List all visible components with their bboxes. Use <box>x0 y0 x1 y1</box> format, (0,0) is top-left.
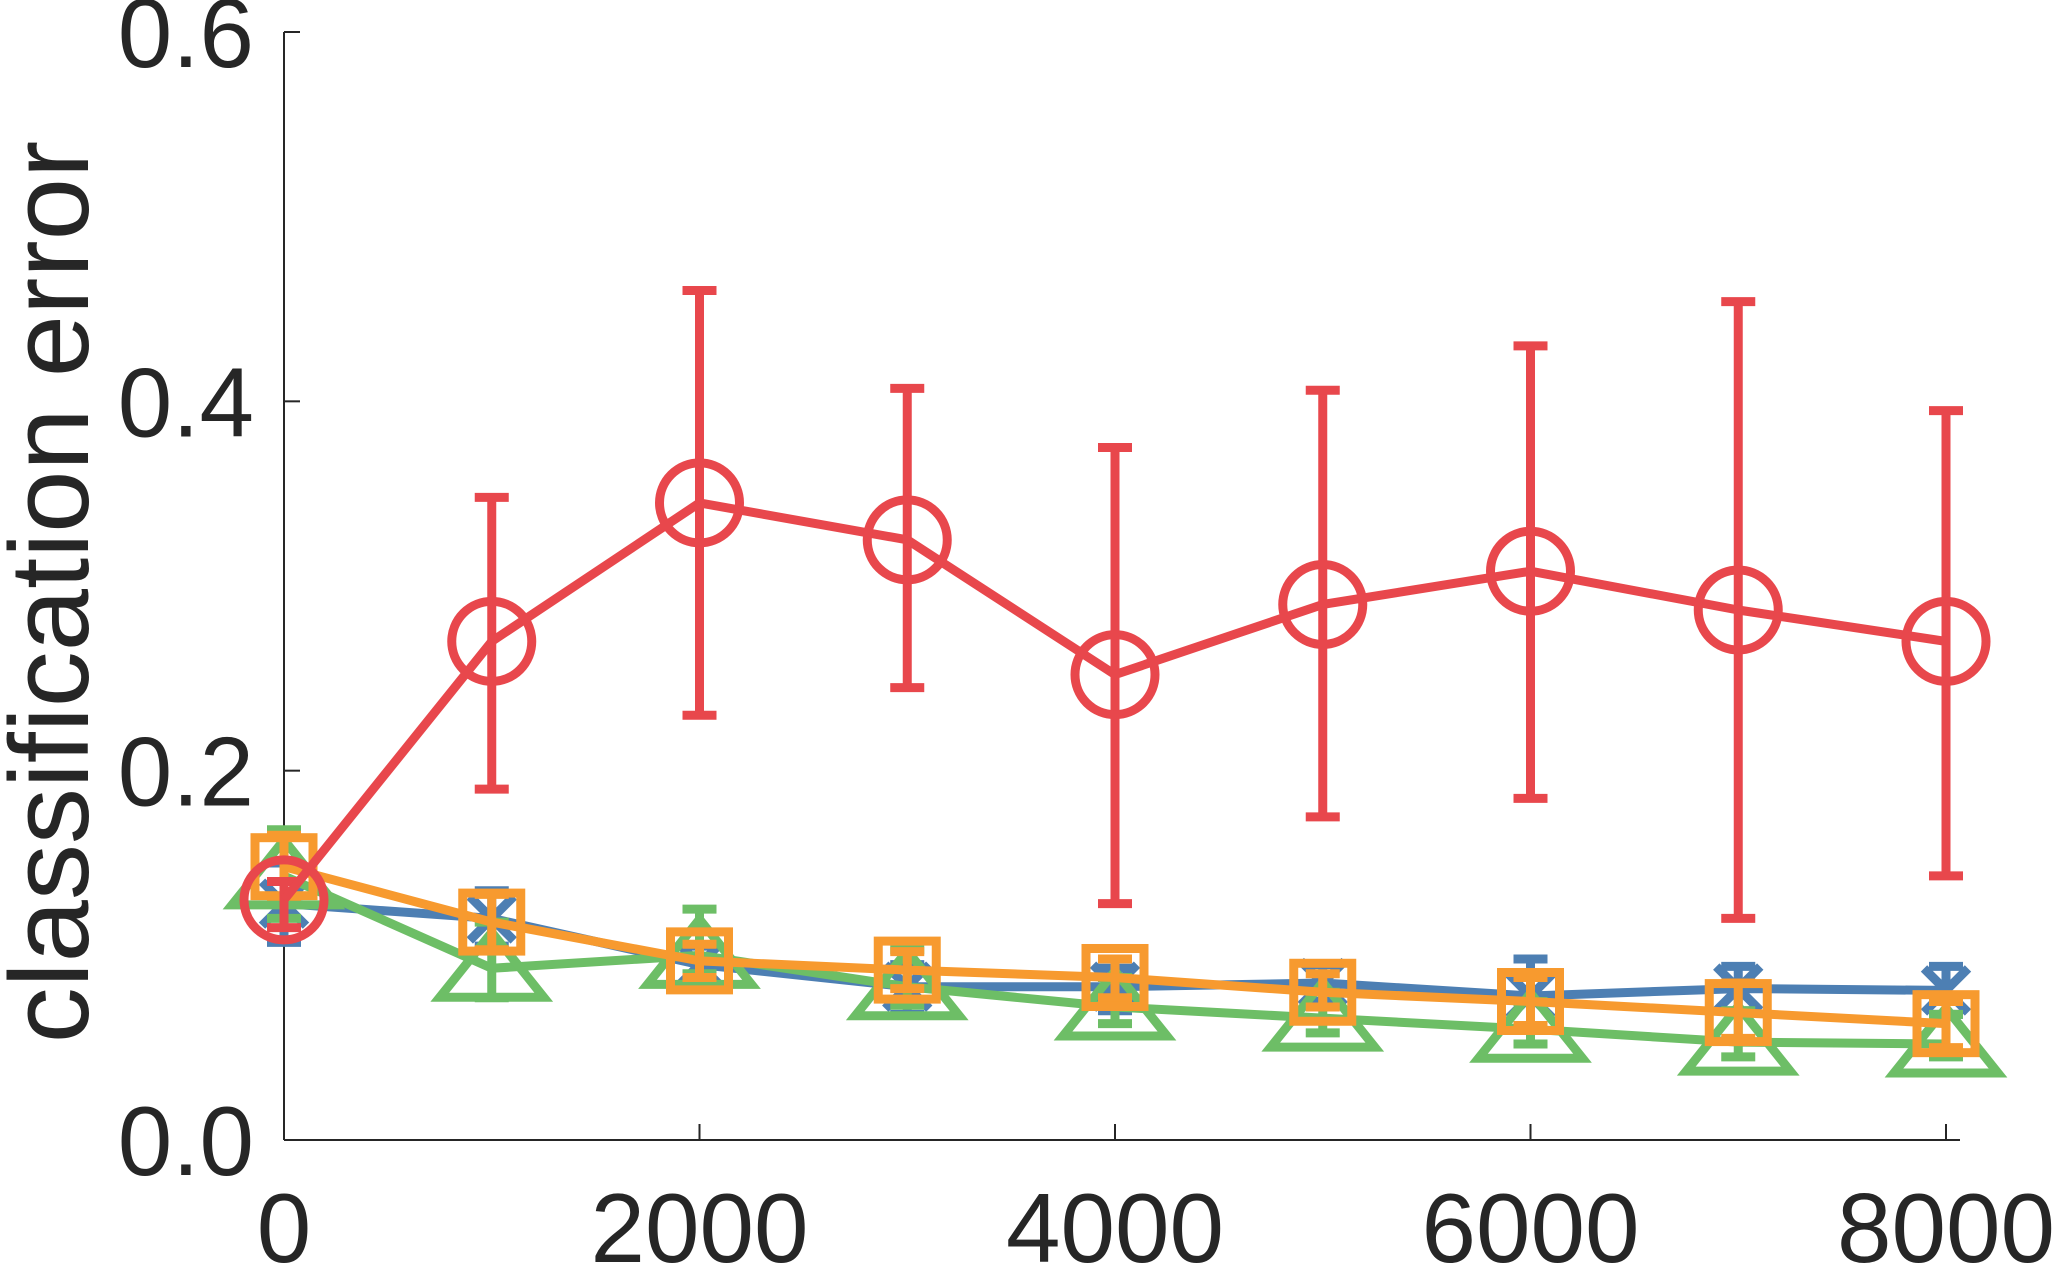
data-point <box>1497 968 1564 1035</box>
data-point <box>1912 990 1980 1058</box>
y-tick-label: 0.0 <box>118 1086 254 1196</box>
data-point <box>447 596 537 686</box>
data-point <box>1289 958 1357 1026</box>
series-circle <box>239 286 1991 945</box>
data-point <box>1070 630 1160 720</box>
data-point <box>1081 943 1149 1011</box>
y-tick-label: 0.2 <box>118 717 254 827</box>
axes: 0.0 0.2 0.4 0.6 0 2000 4000 6000 8000 <box>118 0 2055 1267</box>
data-point <box>1704 979 1772 1047</box>
series-line <box>280 498 1947 903</box>
data-point <box>430 925 554 1002</box>
series-square <box>250 830 1980 1058</box>
data-point <box>666 927 733 995</box>
data-point <box>1693 565 1783 655</box>
series-layer <box>222 286 2008 1078</box>
data-point <box>239 855 329 945</box>
y-tick-label: 0.4 <box>118 347 254 457</box>
x-tick-label: 0 <box>257 1173 312 1267</box>
data-point <box>873 936 941 1004</box>
x-tick-label: 6000 <box>1421 1173 1639 1267</box>
data-point <box>862 495 952 585</box>
data-point <box>1278 559 1368 649</box>
x-tick-label: 8000 <box>1837 1173 2055 1267</box>
x-tick-label: 2000 <box>590 1173 808 1267</box>
x-tick-label: 4000 <box>1006 1173 1224 1267</box>
data-point <box>655 458 744 548</box>
y-axis-label: classification error <box>0 141 112 1044</box>
data-point <box>1486 526 1575 616</box>
data-point <box>1901 596 1991 686</box>
y-tick-label: 0.6 <box>118 0 254 88</box>
series-line <box>282 862 1947 1029</box>
data-point <box>458 888 526 956</box>
